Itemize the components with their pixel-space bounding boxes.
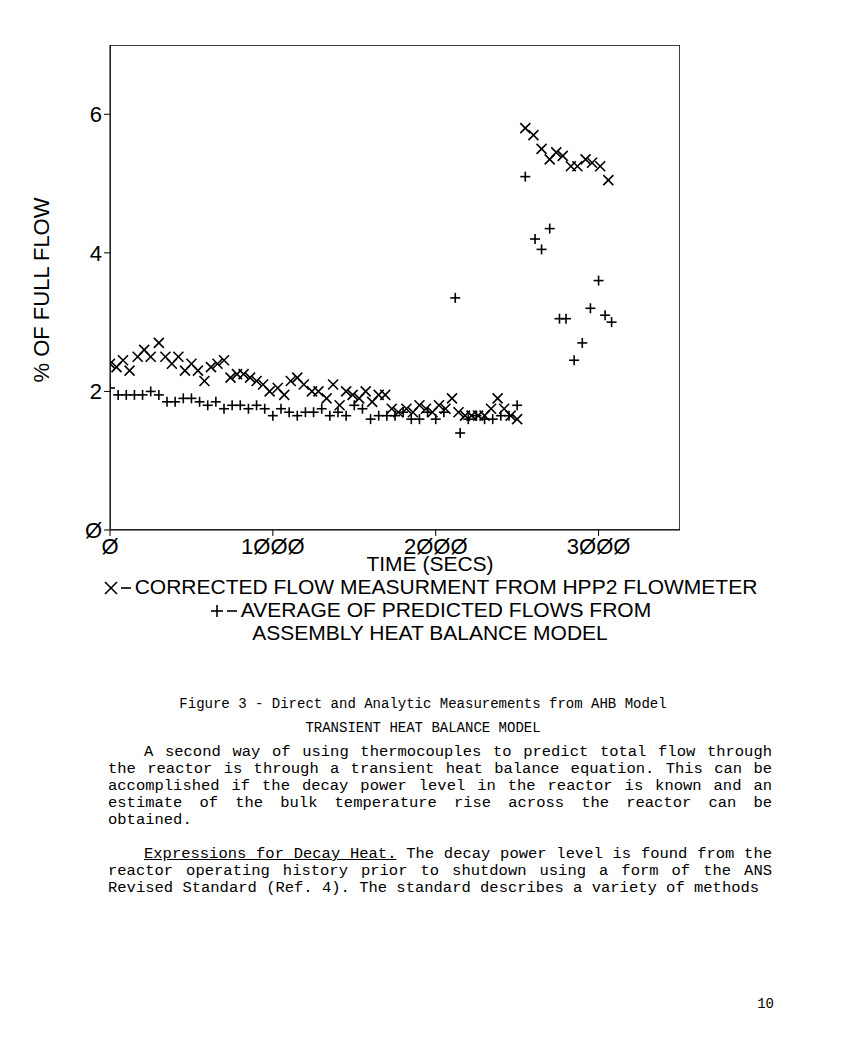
svg-text:6: 6 — [90, 102, 102, 127]
html-text:Figure 3 - Direct and Analytic: Figure 3 - Direct and Analytic Measureme… — [179, 696, 667, 712]
html-text:TIME (SECS): TIME (SECS) — [366, 552, 494, 575]
svg-text:3ØØØ: 3ØØØ — [567, 534, 631, 559]
html-text:The decay power level is found: The decay power level is found from the … — [108, 845, 772, 897]
svg-text:2ØØØ: 2ØØØ — [403, 533, 468, 559]
svg-text:Ø: Ø — [85, 518, 102, 543]
html-text:AVERAGE OF PREDICTED FLOWS FRO: AVERAGE OF PREDICTED FLOWS FROM ASSEMBLY… — [240, 598, 652, 644]
html-text:TRANSIENT HEAT BALANCE MODEL: TRANSIENT HEAT BALANCE MODEL — [305, 720, 541, 736]
svg-text:Ø: Ø — [101, 534, 118, 559]
html-text:A second way of using thermoco: A second way of using thermocouples to p… — [108, 743, 772, 829]
html-text:CORRECTED FLOW MEASURMENT FROM: CORRECTED FLOW MEASURMENT FROM HPP2 FLOW… — [134, 575, 758, 598]
html-text:% OF FULL FLOW: % OF FULL FLOW — [29, 197, 54, 383]
svg-text:2: 2 — [90, 379, 102, 404]
html-text:Expressions for Decay Heat.: Expressions for Decay Heat. — [144, 845, 397, 863]
svg-text:4: 4 — [90, 241, 102, 266]
svg-text:1ØØØ: 1ØØØ — [241, 534, 305, 559]
html-text:10: 10 — [757, 996, 774, 1012]
